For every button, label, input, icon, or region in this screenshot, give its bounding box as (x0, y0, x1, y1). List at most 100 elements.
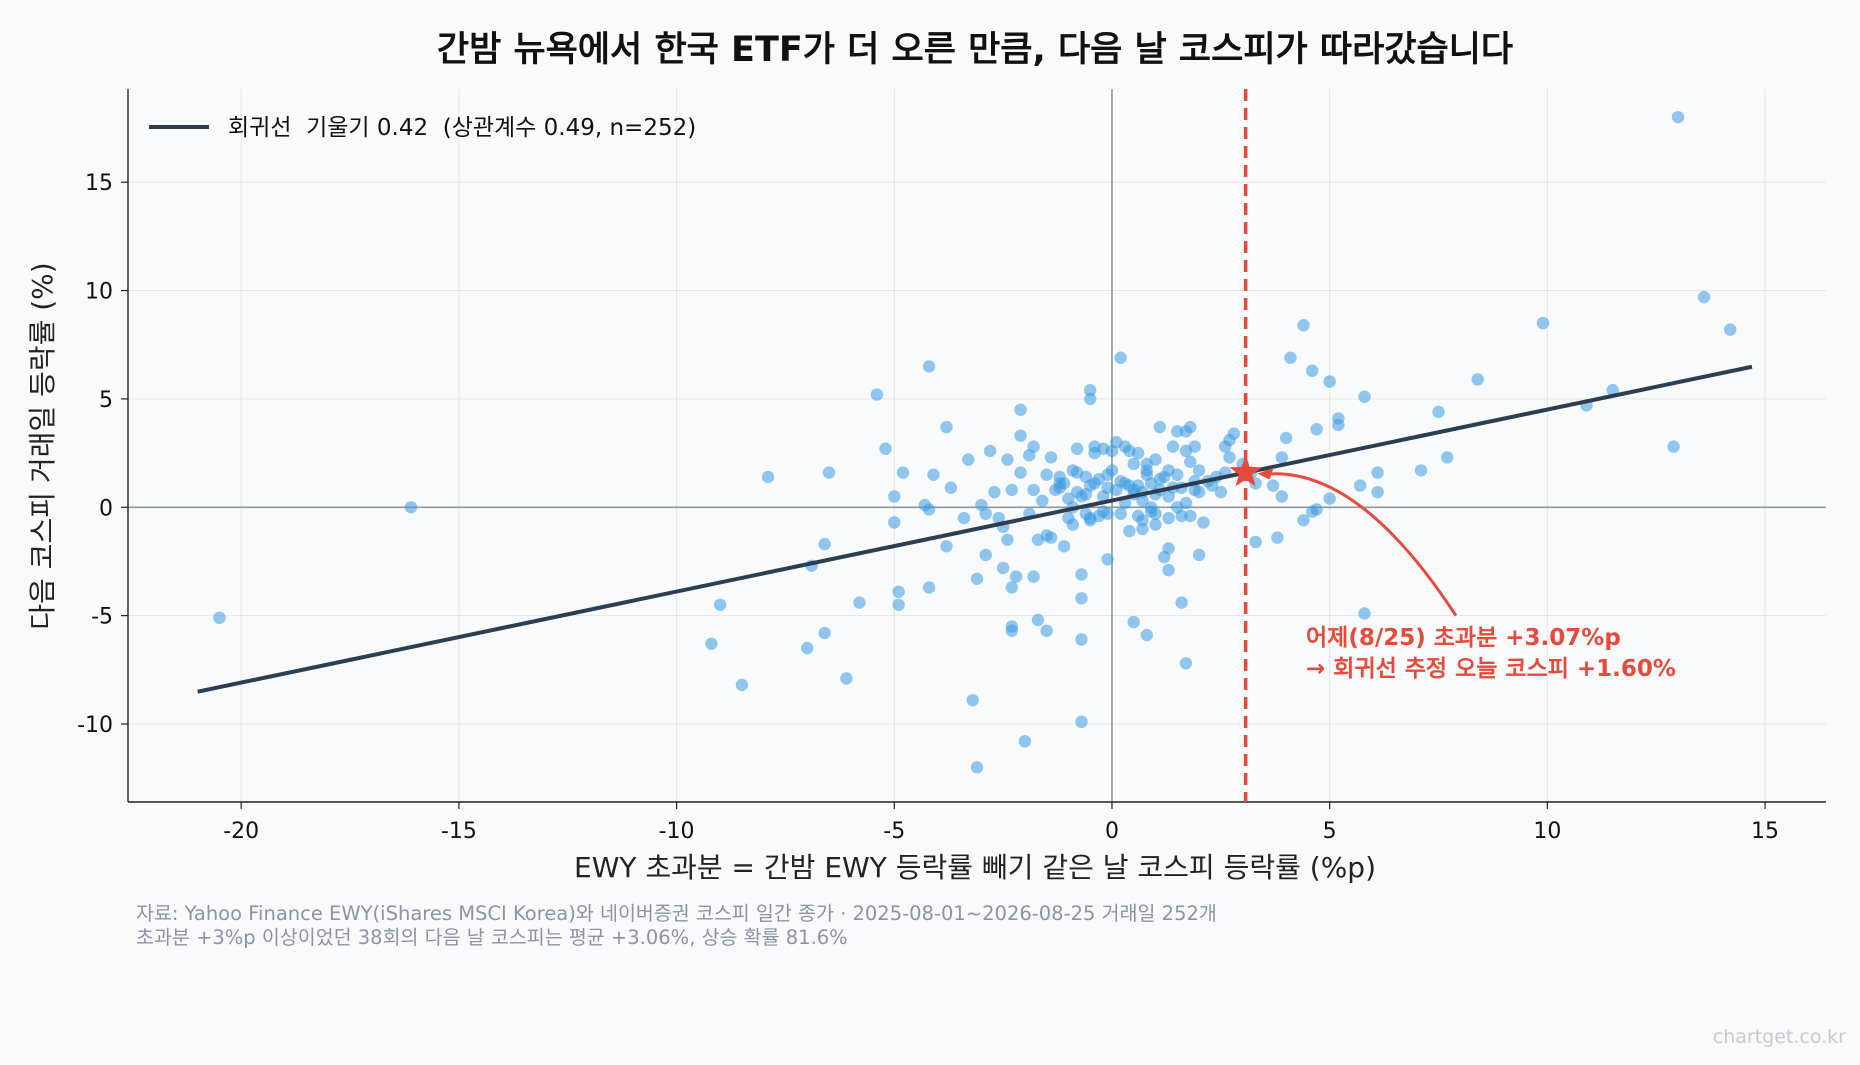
scatter-point (1114, 351, 1127, 364)
scatter-point (1414, 464, 1428, 477)
scatter-point (1166, 440, 1180, 453)
scatter-point (1297, 514, 1310, 527)
scatter-point (1441, 451, 1454, 464)
scatter-point (922, 360, 936, 373)
scatter-point (888, 516, 901, 529)
scatter-point (1162, 563, 1175, 577)
scatter-point (1014, 403, 1027, 416)
scatter-point (1075, 568, 1088, 581)
source-line1: 자료: Yahoo Finance EWY(iShares MSCI Korea… (136, 902, 1217, 925)
scatter-point (1040, 468, 1053, 481)
scatter-point (1136, 514, 1149, 527)
scatter-point (1175, 596, 1188, 609)
scatter-point (1075, 633, 1088, 646)
scatter-point (1005, 581, 1019, 594)
scatter-point (940, 420, 953, 434)
scatter-point (1323, 492, 1336, 505)
scatter-point (1358, 607, 1371, 620)
x-axis-label: EWY 초과분 = 간밤 EWY 등락률 빼기 같은 날 코스피 등락률 (%p… (574, 851, 1376, 884)
scatter-point (1057, 540, 1071, 553)
scatter-point (944, 481, 958, 494)
scatter-point (735, 678, 749, 692)
scatter-point (996, 561, 1010, 575)
y-tick-label: 5 (99, 388, 113, 413)
scatter-point (1697, 290, 1711, 304)
scatter-point (1323, 375, 1336, 388)
scatter-point (1310, 503, 1323, 516)
scatter-point (1214, 485, 1228, 499)
scatter-point (1266, 479, 1280, 492)
x-tick-label: 0 (1105, 819, 1119, 844)
scatter-point (1271, 531, 1284, 544)
annotation-line2: → 회귀선 추정 오늘 코스피 +1.60% (1306, 656, 1676, 682)
scatter-point (1297, 319, 1310, 332)
scatter-point (1192, 464, 1206, 477)
scatter-point (922, 581, 936, 594)
scatter-point (1123, 524, 1136, 538)
scatter-point (1179, 496, 1193, 510)
scatter-point (1101, 553, 1114, 566)
scatter-point (1084, 392, 1097, 406)
scatter-point (1184, 455, 1197, 468)
y-tick-label: 15 (85, 171, 113, 196)
scatter-point (896, 466, 910, 479)
scatter-point (879, 442, 892, 455)
scatter-point (761, 470, 775, 484)
scatter-point (1027, 570, 1040, 583)
plot-area: -20 -15 -10 -5 0 5 10 15 -10 -5 0 5 10 15 (77, 89, 1826, 844)
scatter-point (404, 501, 418, 514)
scatter-point (1044, 451, 1058, 464)
scatter-point (1044, 531, 1058, 544)
scatter-point (940, 540, 953, 553)
scatter-point (1184, 509, 1197, 523)
scatter-point (1223, 451, 1236, 464)
scatter-point (818, 626, 831, 640)
scatter-point (1471, 373, 1484, 386)
scatter-point (1036, 494, 1049, 507)
scatter-point (988, 485, 1001, 499)
scatter-point (1027, 440, 1040, 453)
scatter-point (822, 466, 836, 479)
scatter-point (979, 507, 992, 520)
scatter-point (1192, 548, 1206, 562)
scatter-point (983, 444, 997, 458)
scatter-point (970, 572, 984, 585)
scatter-point (1536, 316, 1550, 330)
annotation-line1: 어제(8/25) 초과분 +3.07%p (1306, 625, 1621, 651)
watermark: chartget.co.kr (1712, 1026, 1846, 1048)
x-tick-label: -20 (223, 819, 259, 844)
scatter-point (970, 761, 984, 774)
scatter-point (1136, 494, 1149, 507)
scatter-point (922, 503, 936, 516)
scatter-point (979, 548, 992, 562)
scatter-point (1724, 323, 1737, 336)
scatter-point (1184, 420, 1197, 434)
scatter-point (213, 611, 226, 624)
scatter-point (1275, 490, 1288, 503)
scatter-point (1149, 518, 1162, 531)
scatter-point (966, 693, 979, 707)
scatter-point (1001, 533, 1014, 546)
scatter-point (1084, 384, 1097, 397)
scatter-point (1127, 457, 1140, 471)
annotation-arrowhead (1257, 467, 1274, 480)
scatter-point (1162, 542, 1175, 555)
scatter-point (962, 453, 975, 466)
scatter-point (1188, 440, 1201, 453)
scatter-point (1667, 440, 1680, 453)
scatter-point (957, 511, 971, 525)
annotation-arrow (1261, 472, 1458, 617)
chart-title: 간밤 뉴욕에서 한국 ETF가 더 오른 만큼, 다음 날 코스피가 따라갔습니… (437, 30, 1513, 70)
scatter-point (1018, 735, 1032, 748)
y-tick-label: 10 (85, 280, 113, 305)
scatter-point (1057, 477, 1071, 490)
scatter-point (1031, 613, 1045, 627)
scatter-point (1162, 511, 1175, 525)
scatter-point (1171, 468, 1184, 481)
scatter-point (705, 637, 718, 650)
scatter-point (927, 468, 940, 481)
scatter-point (1358, 390, 1371, 403)
scatter-point (1249, 535, 1262, 549)
scatter-point (1140, 628, 1154, 642)
scatter-point (1070, 442, 1084, 455)
